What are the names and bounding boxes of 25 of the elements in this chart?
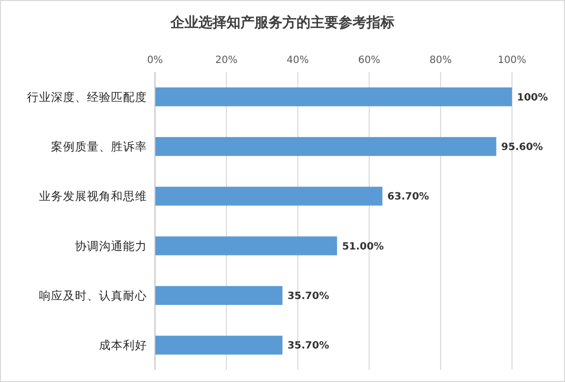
- data-label: 63.70%: [387, 192, 430, 203]
- x-tick-label: 100%: [498, 55, 526, 66]
- data-label: 35.70%: [287, 340, 330, 352]
- y-tick-label: 业务发展视角和思维: [39, 189, 147, 204]
- data-label: 35.70%: [287, 291, 330, 302]
- x-tick-label: 20%: [215, 55, 238, 66]
- data-label: 100%: [517, 92, 548, 104]
- x-tick-label: 0%: [147, 55, 163, 66]
- x-tick-label: 80%: [429, 55, 452, 66]
- y-tick-label: 成本利好: [99, 338, 147, 352]
- data-label: 51.00%: [342, 241, 384, 252]
- y-tick-label: 行业深度、经验匹配度: [27, 90, 147, 104]
- y-tick-label: 协调沟通能力: [75, 238, 147, 253]
- bar: [155, 286, 282, 305]
- bar: [155, 236, 338, 256]
- bar: [155, 336, 282, 355]
- y-tick-label: 案例质量、胜诉率: [51, 140, 147, 154]
- data-label: 95.60%: [501, 142, 543, 153]
- y-tick-label: 响应及时、认真耐心: [39, 288, 147, 303]
- bar: [155, 87, 512, 106]
- bar: [155, 137, 496, 156]
- bar: [155, 186, 382, 206]
- x-tick-label: 60%: [358, 55, 380, 66]
- chart-title: 企业选择知产服务方的主要参考指标: [170, 14, 394, 31]
- x-tick-label: 40%: [286, 55, 309, 66]
